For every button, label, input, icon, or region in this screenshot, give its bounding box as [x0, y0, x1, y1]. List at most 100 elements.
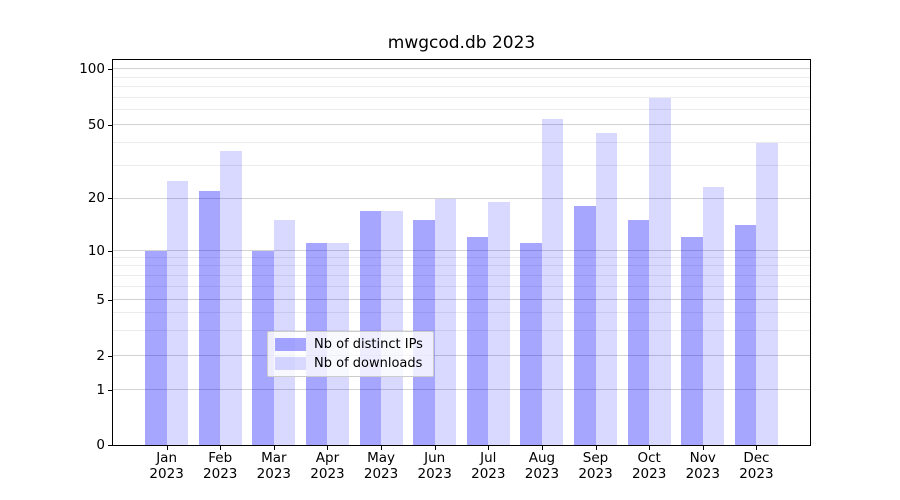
bar-nb-of-distinct-ips-aug-2023: [520, 243, 542, 445]
xtick-label-mar-2023: Mar 2023: [243, 450, 305, 482]
xtick-mark-apr-2023: [327, 446, 328, 450]
xtick-mark-jan-2023: [167, 446, 168, 450]
xtick-mark-aug-2023: [542, 446, 543, 450]
xtick-label-year-jul-2023: 2023: [471, 465, 506, 482]
bar-nb-of-distinct-ips-sep-2023: [574, 206, 596, 445]
bar-nb-of-downloads-sep-2023: [595, 133, 617, 445]
ytick-mark-0: [108, 445, 112, 446]
xtick-label-jul-2023: Jul 2023: [457, 450, 519, 482]
ytick-label-5: 5: [96, 291, 105, 308]
gridline-minor-9: [113, 256, 810, 258]
bar-nb-of-distinct-ips-dec-2023: [734, 225, 757, 445]
xtick-mark-feb-2023: [220, 446, 221, 450]
gridline-minor-80: [113, 86, 810, 88]
ytick-label-20: 20: [87, 190, 105, 207]
bar-nb-of-downloads-jun-2023: [434, 198, 457, 445]
legend-label-downloads: Nb of downloads: [314, 355, 423, 371]
ytick-label-0: 0: [96, 437, 105, 453]
xtick-label-year-mar-2023: 2023: [256, 465, 292, 482]
bar-nb-of-downloads-nov-2023: [702, 187, 725, 445]
xtick-label-year-apr-2023: 2023: [310, 465, 345, 482]
gridline-major-10: [113, 249, 810, 251]
ytick-mark-1: [108, 390, 112, 391]
gridline-major-20: [113, 197, 810, 199]
xtick-mark-jul-2023: [488, 446, 489, 450]
xtick-label-year-sep-2023: 2023: [578, 465, 613, 482]
bar-nb-of-downloads-aug-2023: [541, 118, 564, 445]
bar-nb-of-distinct-ips-nov-2023: [681, 236, 703, 445]
xtick-label-year-aug-2023: 2023: [524, 465, 560, 482]
xtick-label-feb-2023: Feb 2023: [189, 450, 251, 482]
ytick-mark-5: [108, 300, 112, 301]
xtick-label-year-dec-2023: 2023: [739, 465, 774, 482]
xtick-label-year-nov-2023: 2023: [685, 465, 720, 482]
xtick-label-jan-2023: Jan 2023: [136, 450, 198, 482]
ytick-mark-10: [108, 251, 112, 252]
xtick-label-apr-2023: Apr 2023: [296, 450, 358, 482]
ytick-mark-50: [108, 125, 112, 126]
ytick-mark-20: [108, 198, 112, 199]
legend-swatch-distinct-ips: [275, 338, 306, 351]
xtick-label-oct-2023: Oct 2023: [618, 450, 680, 482]
ytick-label-1: 1: [96, 381, 105, 398]
ytick-mark-100: [108, 69, 112, 70]
bar-nb-of-downloads-oct-2023: [649, 97, 671, 445]
gridline-minor-7: [113, 274, 810, 276]
gridline-minor-8: [113, 265, 810, 267]
gridline-minor-6: [113, 285, 810, 287]
bar-nb-of-distinct-ips-may-2023: [359, 210, 382, 445]
gridline-major-50: [113, 124, 810, 125]
xtick-mark-mar-2023: [274, 446, 275, 450]
ytick-label-10: 10: [87, 242, 105, 259]
gridline-major-1: [113, 389, 810, 390]
xtick-label-year-oct-2023: 2023: [631, 465, 667, 482]
xtick-mark-sep-2023: [596, 446, 597, 450]
gridline-major-2: [113, 355, 810, 357]
plot-area: [112, 59, 811, 446]
xtick-label-year-jan-2023: 2023: [149, 465, 184, 482]
gridline-minor-4: [113, 312, 810, 314]
bar-nb-of-downloads-jul-2023: [488, 202, 510, 445]
bar-nb-of-distinct-ips-mar-2023: [252, 250, 274, 445]
xtick-mark-may-2023: [381, 446, 382, 450]
xtick-mark-oct-2023: [649, 446, 650, 450]
gridline-minor-30: [113, 164, 810, 166]
legend-item-downloads: Nb of downloads: [275, 355, 426, 371]
xtick-label-aug-2023: Aug 2023: [511, 450, 573, 482]
legend-swatch-downloads: [275, 357, 306, 370]
legend: Nb of distinct IPs Nb of downloads: [267, 331, 434, 377]
gridline-minor-60: [113, 109, 810, 111]
xtick-label-year-may-2023: 2023: [363, 465, 399, 482]
bar-nb-of-downloads-may-2023: [381, 210, 403, 445]
ytick-label-100: 100: [79, 61, 105, 77]
xtick-mark-nov-2023: [703, 446, 704, 450]
xtick-mark-jun-2023: [435, 446, 436, 450]
legend-label-distinct-ips: Nb of distinct IPs: [314, 336, 423, 352]
gridline-minor-3: [113, 330, 810, 332]
gridline-minor-90: [113, 76, 810, 78]
gridline-major-5: [113, 298, 810, 300]
bar-nb-of-distinct-ips-oct-2023: [627, 220, 650, 445]
bar-nb-of-downloads-jan-2023: [166, 180, 189, 445]
bar-nb-of-downloads-dec-2023: [756, 142, 778, 445]
bar-nb-of-downloads-feb-2023: [220, 151, 242, 445]
ytick-mark-2: [108, 356, 112, 357]
xtick-label-nov-2023: Nov 2023: [672, 450, 734, 482]
xtick-label-sep-2023: Sep 2023: [565, 450, 627, 482]
gridline-minor-70: [113, 96, 810, 98]
bar-nb-of-distinct-ips-jul-2023: [466, 236, 489, 445]
ytick-label-2: 2: [96, 348, 105, 365]
gridline-minor-40: [113, 141, 810, 143]
xtick-label-jun-2023: Jun 2023: [404, 450, 466, 482]
bar-nb-of-distinct-ips-jan-2023: [145, 250, 167, 445]
xtick-label-dec-2023: Dec 2023: [725, 450, 787, 482]
xtick-mark-dec-2023: [756, 446, 757, 450]
ytick-label-50: 50: [87, 116, 105, 133]
xtick-label-may-2023: May 2023: [350, 450, 412, 482]
legend-item-distinct-ips: Nb of distinct IPs: [275, 336, 426, 352]
gridline-major-100: [113, 68, 810, 70]
bar-nb-of-distinct-ips-feb-2023: [198, 190, 221, 445]
chart-title: mwgcod.db 2023: [387, 33, 536, 53]
xtick-label-year-jun-2023: 2023: [417, 465, 452, 482]
